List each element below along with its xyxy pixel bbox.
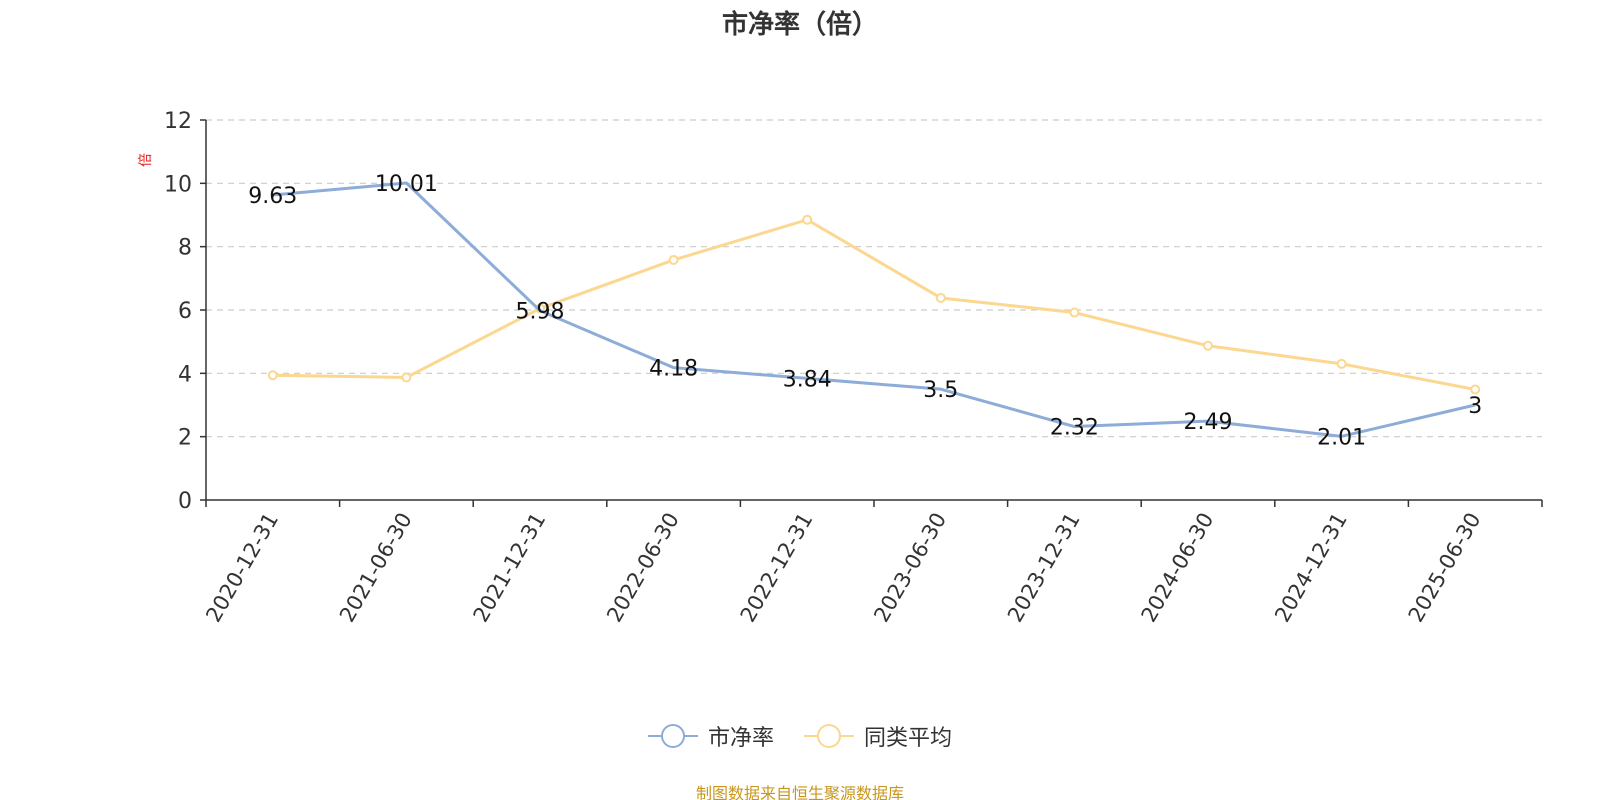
- data-label: 3: [1468, 394, 1482, 419]
- x-tick-label: 2020-12-31: [201, 509, 283, 627]
- legend-item-series-2[interactable]: 同类平均: [804, 720, 952, 752]
- legend-swatch-series-1: [647, 723, 698, 749]
- x-tick-label: 2025-06-30: [1404, 509, 1486, 627]
- legend-label-series-1: 市净率: [707, 726, 774, 751]
- series-2-point: [802, 214, 813, 225]
- series-2-point: [401, 372, 412, 383]
- x-tick-label: 2024-12-31: [1270, 509, 1352, 627]
- data-label: 10.01: [375, 172, 438, 197]
- series-line-2: [272, 218, 1476, 391]
- series-2-point: [1069, 307, 1080, 318]
- x-tick-label: 2022-06-30: [602, 509, 684, 627]
- y-tick-label: 0: [178, 489, 192, 514]
- source-note: 制图数据来自恒生聚源数据库: [695, 784, 904, 800]
- x-tick-label: 2023-06-30: [869, 509, 951, 627]
- x-tick-label: 2024-06-30: [1137, 509, 1219, 627]
- data-label: 3.5: [923, 378, 958, 403]
- data-label: 3.84: [783, 367, 832, 392]
- y-tick-label: 4: [178, 362, 192, 387]
- y-tick-label: 8: [178, 236, 192, 261]
- x-tick-label: 2021-12-31: [469, 509, 551, 627]
- y-tick-label: 2: [178, 426, 192, 451]
- series-2-point: [267, 370, 278, 381]
- chart-title: 市净率（倍）: [721, 10, 878, 40]
- y-tick-label: 6: [178, 299, 192, 324]
- data-label: 4.18: [649, 357, 698, 382]
- line-chart: 0 2 4 6 8 10 12 2020-12-31 2021-06-30 2021-12-31 2…: [164, 109, 1543, 627]
- y-tick-label: 10: [164, 172, 192, 197]
- y-tick-label: 12: [164, 109, 192, 134]
- legend-swatch-series-2: [804, 723, 854, 749]
- legend: 市净率 同类平均: [0, 720, 1600, 752]
- x-tick-label: 2022-12-31: [736, 509, 818, 627]
- data-label: 2.49: [1184, 410, 1233, 435]
- series-2-point: [668, 254, 679, 265]
- series-line-1: [272, 181, 1476, 438]
- series-2-point: [1336, 358, 1347, 369]
- legend-label-series-2: 同类平均: [864, 726, 953, 751]
- series-2-point: [935, 292, 946, 303]
- series-2-point: [1470, 384, 1481, 395]
- x-tick-label: 2021-06-30: [335, 509, 417, 627]
- x-tick-label: 2023-12-31: [1003, 509, 1085, 627]
- data-label: 2.01: [1317, 425, 1366, 450]
- data-label: 2.32: [1050, 416, 1099, 441]
- series-2-point: [1203, 340, 1213, 351]
- legend-item-series-1[interactable]: 市净率: [647, 720, 774, 752]
- data-label: 5.98: [516, 300, 565, 325]
- data-label: 9.63: [248, 184, 297, 209]
